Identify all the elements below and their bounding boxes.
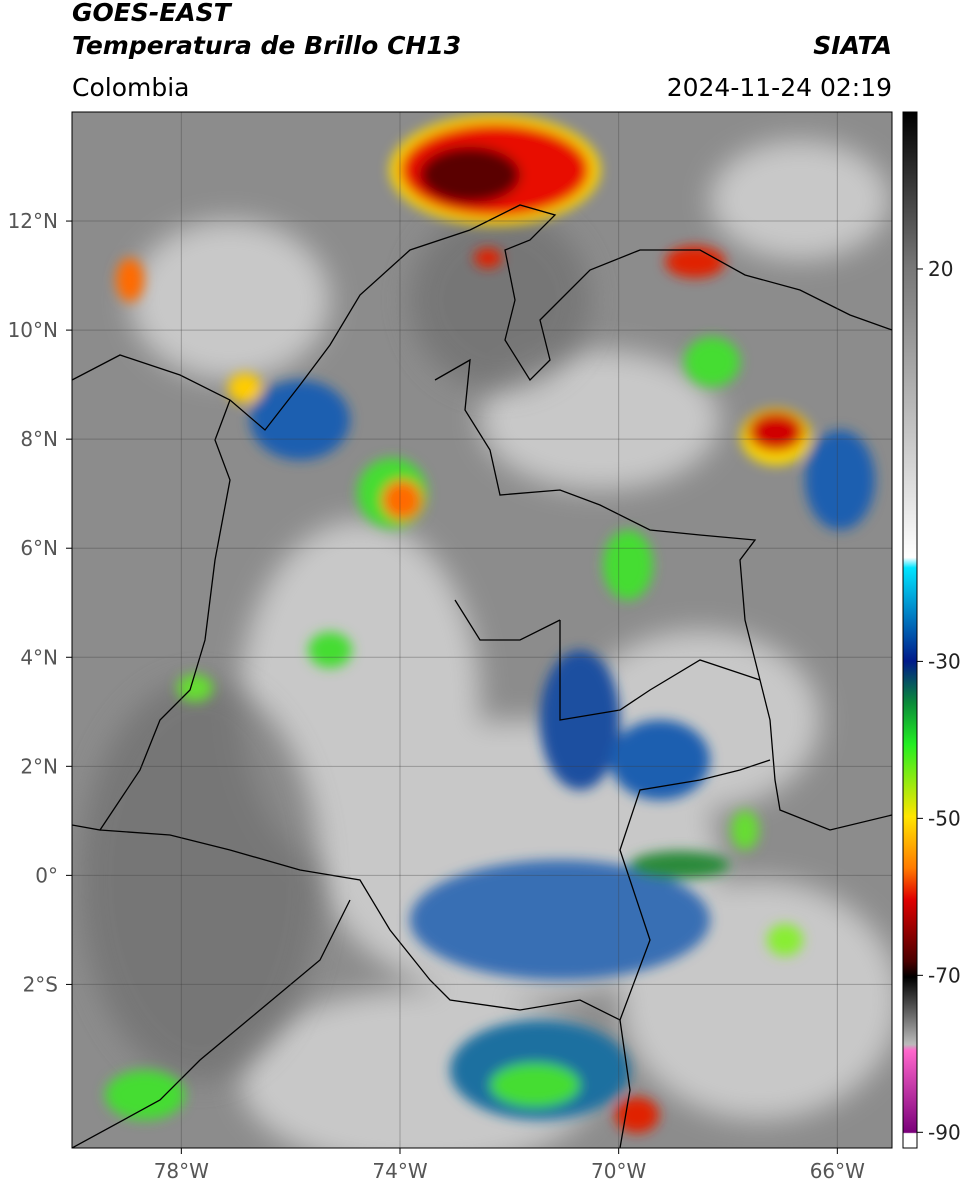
colorbar-tick-label: 20 — [928, 257, 953, 281]
y-tick-label: 6°N — [20, 536, 58, 560]
colorbar-tick-label: -50 — [928, 806, 961, 830]
subtitle: Temperatura de Brillo CH13 — [72, 31, 461, 60]
y-tick-label: 0° — [35, 863, 58, 887]
colorbar-tick-label: -70 — [928, 963, 961, 987]
datetime: 2024-11-24 02:19 — [667, 73, 892, 102]
x-tick-label: 74°W — [372, 1159, 427, 1183]
satellite-image — [72, 112, 892, 1148]
title: GOES-EAST — [72, 0, 233, 27]
grid — [72, 112, 892, 1148]
x-tick-label: 66°W — [810, 1159, 865, 1183]
y-tick-label: 8°N — [20, 427, 58, 451]
region: Colombia — [72, 73, 189, 102]
y-tick-label: 4°N — [20, 645, 58, 669]
x-tick-label: 78°W — [154, 1159, 209, 1183]
y-tick-label: 12°N — [8, 209, 58, 233]
borders — [72, 204, 892, 1148]
map-frame — [71, 111, 893, 1149]
colorbar-tick-label: -90 — [928, 1120, 961, 1144]
source: SIATA — [813, 31, 892, 60]
y-tick-label: 2°N — [20, 754, 58, 778]
colorbar-tick-label: -30 — [928, 649, 961, 673]
y-tick-label: 2°S — [23, 972, 58, 996]
x-tick-label: 70°W — [591, 1159, 646, 1183]
y-tick-label: 10°N — [8, 318, 58, 342]
colorbar — [902, 111, 918, 1149]
